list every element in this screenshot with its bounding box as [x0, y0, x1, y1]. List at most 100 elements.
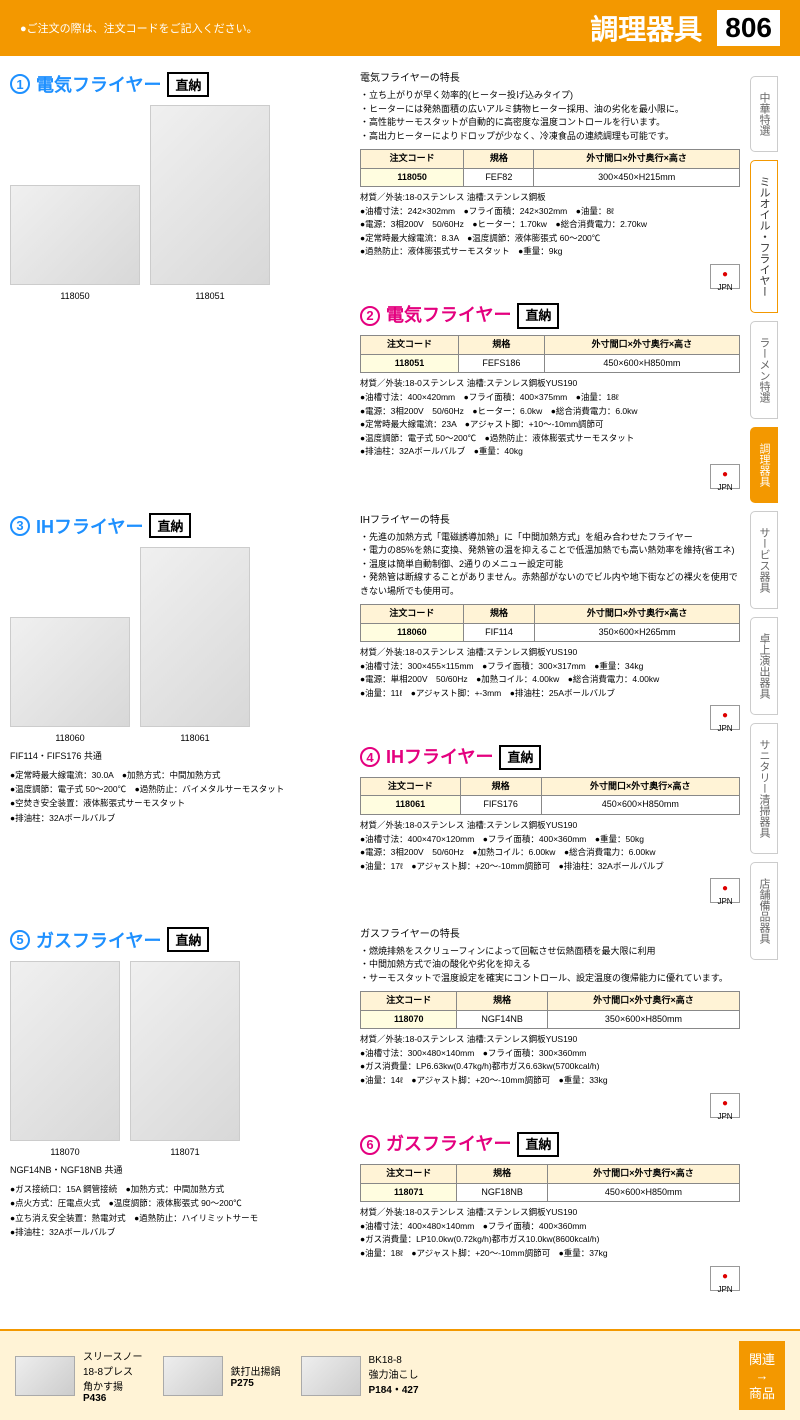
product-title: 2電気フライヤー直納 — [360, 302, 740, 329]
related-name: 鉄打出揚鍋 — [231, 1363, 281, 1378]
related-page: P275 — [231, 1378, 281, 1389]
jpn-mark: JPN — [710, 878, 740, 903]
image-label: 118060 — [10, 733, 130, 743]
related-products-footer: スリースノー18-8プレス角かす揚P436 鉄打出揚鍋P275 BK18-8強力油こ… — [0, 1329, 800, 1420]
related-item[interactable]: BK18-8強力油こしP184・427 — [301, 1355, 419, 1396]
product-number: 2 — [360, 306, 380, 326]
product-section: 3IHフライヤー直納118060118061FIF114・FIFS176 共通●… — [10, 513, 740, 909]
sidebar-tab[interactable]: サービス器具 — [750, 511, 778, 609]
table-header: 規格 — [464, 150, 534, 169]
feature-title: IHフライヤーの特長 — [360, 513, 740, 528]
related-image — [15, 1356, 75, 1396]
product-image — [130, 961, 240, 1141]
table-header: 規格 — [459, 336, 545, 355]
product-number: 6 — [360, 1135, 380, 1155]
table-header: 注文コード — [361, 336, 459, 355]
jpn-mark: JPN — [710, 464, 740, 489]
sidebar-tab[interactable]: ラーメン特選 — [750, 321, 778, 419]
table-header: 注文コード — [361, 1165, 457, 1184]
table-cell: FEFS186 — [459, 354, 545, 373]
related-item[interactable]: スリースノー18-8プレス角かす揚P436 — [15, 1348, 143, 1404]
feature-title: ガスフライヤーの特長 — [360, 927, 740, 942]
product-name: ガスフライヤー — [36, 927, 161, 953]
image-box: 118071 — [130, 961, 240, 1157]
spec-table: 注文コード規格外寸間口×外寸奥行×高さ118060FIF114350×600×H… — [360, 604, 740, 642]
sidebar-tab[interactable]: 中華特選 — [750, 76, 778, 152]
image-box: 118050 — [10, 185, 140, 301]
feature-title: 電気フライヤーの特長 — [360, 71, 740, 86]
feature-list: ・燃焼排熱をスクリューフィンによって回転させ伝熱面積を最大限に利用・中間加熱方式… — [360, 945, 740, 986]
product-name: IHフライヤー — [386, 744, 493, 771]
image-label: 118070 — [10, 1147, 120, 1157]
related-name: BK18-8強力油こし — [369, 1355, 419, 1381]
sidebar-tab[interactable]: サニタリー清掃器具 — [750, 723, 778, 854]
sidebar-tab[interactable]: ミルオイル・フライヤー — [750, 160, 778, 313]
table-cell: FIFS176 — [460, 796, 541, 815]
sidebar-tab[interactable]: 調理器具 — [750, 427, 778, 503]
related-image — [163, 1356, 223, 1396]
page-number: 806 — [717, 10, 780, 46]
table-cell: FEF82 — [464, 168, 534, 187]
table-cell: NGF14NB — [457, 1010, 547, 1029]
image-box: 118051 — [150, 105, 270, 301]
product-title: 5 ガスフライヤー直納 — [10, 927, 350, 953]
table-cell: 300×450×H215mm — [534, 168, 740, 187]
related-item[interactable]: 鉄打出揚鍋P275 — [163, 1356, 281, 1396]
sidebar-tab[interactable]: 卓上演出器具 — [750, 617, 778, 715]
spec-bullets: ●定常時最大線電流：30.0A ●加熱方式：中間加熱方式●温度調節：電子式 50… — [10, 768, 350, 826]
jpn-mark: JPN — [710, 1093, 740, 1118]
table-header: 注文コード — [361, 992, 457, 1011]
feature-list: ・先進の加熱方式「電磁誘導加熱」に「中間加熱方式」を組み合わせたフライヤー・電力… — [360, 531, 740, 599]
category-title: 調理器具 — [590, 8, 702, 48]
table-cell: 350×600×H850mm — [547, 1010, 739, 1029]
spec-table: 注文コード規格外寸間口×外寸奥行×高さ 118050FEF82300×450×H2… — [360, 149, 740, 187]
product-title: 6ガスフライヤー直納 — [360, 1131, 740, 1158]
table-cell: 118070 — [361, 1010, 457, 1029]
table-header: 外寸間口×外寸奥行×高さ — [534, 150, 740, 169]
table-header: 外寸間口×外寸奥行×高さ — [541, 777, 739, 796]
category-sidebar: 中華特選ミルオイル・フライヤーラーメン特選調理器具サービス器具卓上演出器具サニタ… — [750, 56, 800, 1329]
table-header: 注文コード — [361, 150, 464, 169]
table-cell: FIF114 — [463, 623, 534, 642]
spec-details: 材質／外装:18-0ステンレス 油槽:ステンレス鋼板YUS190●油槽寸法：30… — [360, 646, 740, 700]
spec-details: 材質／外装:18-0ステンレス 油槽:ステンレス鋼板YUS190●油槽寸法：40… — [360, 819, 740, 873]
table-cell: 450×600×H850mm — [541, 796, 739, 815]
table-header: 外寸間口×外寸奥行×高さ — [547, 1165, 739, 1184]
feature-list: ・立ち上がりが早く効率的(ヒーター投げ込みタイプ)・ヒーターには発熱面積の広いア… — [360, 89, 740, 143]
table-header: 規格 — [460, 777, 541, 796]
delivery-badge: 直納 — [167, 927, 209, 952]
related-label: 関連→商品 — [739, 1341, 785, 1410]
table-cell: 350×600×H265mm — [535, 623, 740, 642]
spec-details: 材質／外装:18-0ステンレス 油槽:ステンレス鋼板YUS190●油槽寸法：40… — [360, 377, 740, 459]
image-label: 118071 — [130, 1147, 240, 1157]
table-cell: 118060 — [361, 623, 464, 642]
table-header: 規格 — [457, 1165, 547, 1184]
product-name: ガスフライヤー — [386, 1131, 511, 1158]
table-cell: NGF18NB — [457, 1183, 547, 1202]
related-image — [301, 1356, 361, 1396]
image-label: 118050 — [10, 291, 140, 301]
product-section: 1電気フライヤー直納 118050 118051 電気フライヤーの特長・立ち上がりが早… — [10, 71, 740, 495]
jpn-mark: JPN — [710, 1266, 740, 1291]
product-title: 1電気フライヤー直納 — [10, 71, 350, 97]
spec-table: 注文コード規格外寸間口×外寸奥行×高さ118051FEFS186450×600×… — [360, 335, 740, 373]
sidebar-tab[interactable]: 店舗備品器具 — [750, 862, 778, 960]
table-cell: 118050 — [361, 168, 464, 187]
product-image — [10, 961, 120, 1141]
delivery-badge: 直納 — [167, 72, 209, 97]
spec-table: 注文コード規格外寸間口×外寸奥行×高さ118070NGF14NB350×600×… — [360, 991, 740, 1029]
spec-table: 注文コード規格外寸間口×外寸奥行×高さ 118061FIFS176450×600×… — [360, 777, 740, 815]
table-header: 注文コード — [361, 777, 461, 796]
product-number: 5 — [10, 930, 30, 950]
spec-bullets: ●ガス接続口：15A 鋼管接続 ●加熱方式：中間加熱方式●点火方式：圧電点火式 … — [10, 1182, 350, 1240]
jpn-mark: JPN — [710, 705, 740, 730]
delivery-badge: 直納 — [517, 303, 559, 329]
page-header: ●ご注文の際は、注文コードをご記入ください。 調理器具 806 — [0, 0, 800, 56]
product-image — [10, 185, 140, 285]
order-note: ●ご注文の際は、注文コードをご記入ください。 — [20, 20, 258, 36]
table-cell: 118061 — [361, 796, 461, 815]
table-header: 注文コード — [361, 605, 464, 624]
delivery-badge: 直納 — [149, 513, 191, 538]
table-header: 規格 — [457, 992, 547, 1011]
product-images: 118070 118071 — [10, 961, 350, 1157]
